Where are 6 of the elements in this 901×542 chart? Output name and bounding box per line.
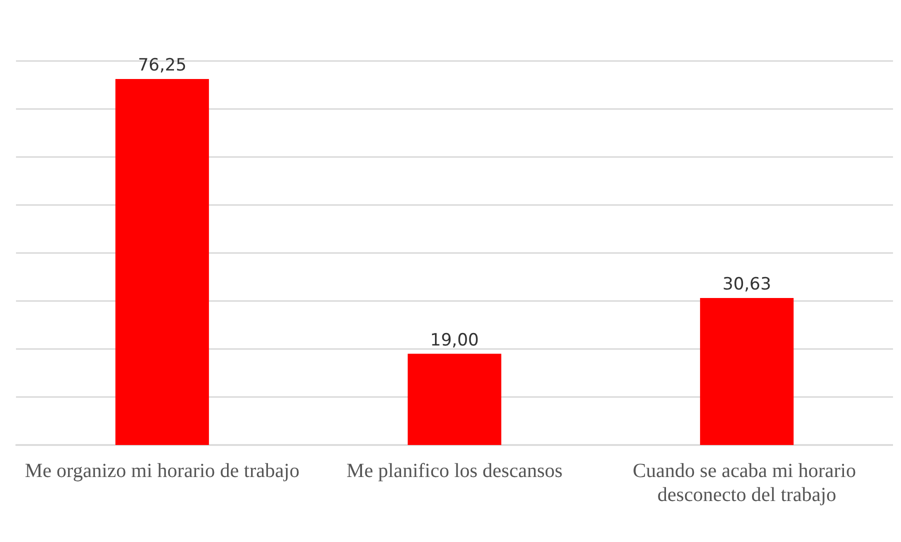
x-tick-label: Me organizo mi horario de trabajo <box>24 460 300 482</box>
data-label: 30,63 <box>722 274 772 294</box>
x-tick-label: Cuando se acaba mi horario desconecto del trabajo <box>632 460 861 506</box>
data-label: 76,25 <box>138 56 187 76</box>
data-label: 19,00 <box>430 330 479 350</box>
x-tick-label: Me planifico los descansos <box>346 460 563 482</box>
